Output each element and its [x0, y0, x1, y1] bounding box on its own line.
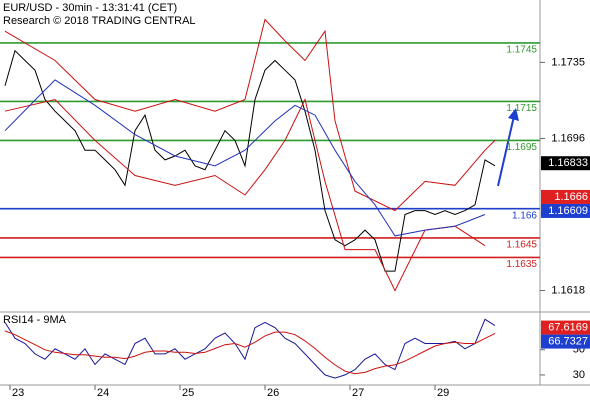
series-line [4, 330, 496, 375]
series-line [4, 79, 486, 237]
price-tag-label: 1.1666 [554, 191, 588, 203]
y-tick-label: 1.1696 [551, 132, 585, 144]
level-label: 1.1715 [506, 103, 537, 114]
price-tag-label: 66.7327 [548, 335, 588, 347]
x-tick-label: 25 [182, 387, 194, 399]
y-tick-label: 1.1618 [551, 284, 585, 296]
panel-title: RSI14 - 9MA [3, 314, 67, 326]
price-tag [541, 189, 590, 204]
series-line [4, 318, 496, 379]
level-label: 1.166 [512, 210, 537, 221]
chart-subtitle: Research © 2018 TRADING CENTRAL [3, 15, 196, 27]
chart-title: EUR/USD - 30min - 13:31:41 (CET) [3, 2, 177, 14]
level-label: 1.1745 [506, 45, 537, 56]
y-tick-label: 1.1735 [551, 56, 585, 68]
series-line [4, 98, 486, 292]
price-tag [541, 203, 590, 218]
level-label: 1.1695 [506, 142, 537, 153]
arrow-head [508, 108, 519, 121]
level-label: 1.1635 [506, 259, 537, 270]
price-tag-label: 67.6169 [548, 321, 588, 333]
series-line [4, 49, 496, 272]
price-tag-label: 1.16609 [548, 205, 588, 217]
price-tag [541, 334, 590, 349]
price-tag [541, 320, 590, 335]
series-line [4, 18, 496, 212]
x-tick-label: 27 [352, 387, 364, 399]
y-tick-label: 30 [573, 369, 585, 381]
price-tag [541, 156, 590, 171]
x-tick-label: 24 [97, 387, 109, 399]
x-tick-label: 23 [12, 387, 24, 399]
x-tick-label: 26 [267, 387, 279, 399]
forecast-arrow [497, 115, 515, 187]
price-tag-label: 1.16833 [548, 157, 588, 169]
x-tick-label: 29 [437, 387, 449, 399]
level-label: 1.1645 [506, 240, 537, 251]
